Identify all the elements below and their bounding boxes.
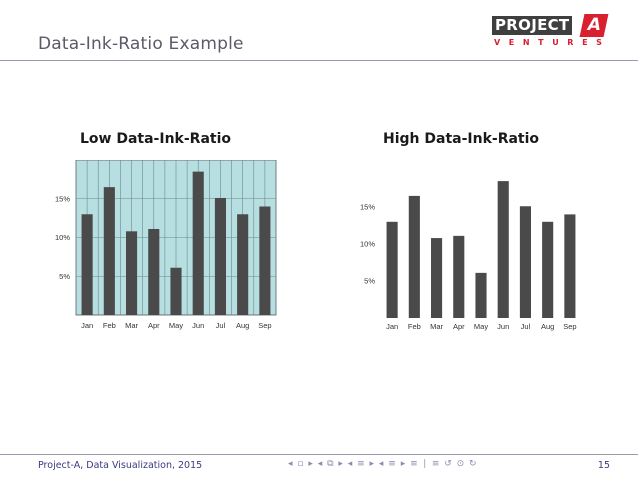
x-tick-label: Feb (408, 322, 421, 331)
bar-may (475, 272, 487, 318)
bar-jan (386, 221, 398, 318)
y-tick-label: 15% (55, 194, 70, 203)
high-ratio-chart-title: High Data-Ink-Ratio (383, 131, 540, 147)
x-tick-label: Jul (521, 322, 531, 331)
x-tick-label: Apr (453, 322, 465, 331)
low-ratio-chart-title: Low Data-Ink-Ratio (80, 131, 231, 147)
beamer-navigation-icons[interactable]: ◂ ▫ ▸ ◂ ⧉ ▸ ◂ ≡ ▸ ◂ ≡ ▸ ≡ ∣ ≡ ↺ ⊙ ↻ (288, 459, 478, 469)
bar-mar (126, 231, 138, 315)
x-tick-label: Jul (216, 321, 226, 330)
x-tick-label: Jun (497, 322, 509, 331)
slide-title: Data-Ink-Ratio Example (38, 34, 244, 54)
y-tick-label: 15% (360, 203, 375, 212)
footer-text: Project-A, Data Visualization, 2015 (38, 460, 203, 471)
high-data-ink-ratio-chart: Jan Feb Mar Apr May Jun Jul Aug Sep 5% 10% 15% (360, 181, 577, 331)
x-tick-label: Mar (430, 322, 443, 331)
x-tick-label: Jan (386, 322, 398, 331)
bar-jun (497, 181, 509, 318)
logo-letter: A (579, 14, 609, 37)
bar-feb (103, 187, 115, 315)
bar-sep (564, 214, 576, 318)
y-tick-label: 10% (360, 240, 375, 249)
x-tick-label: Sep (258, 321, 271, 330)
x-tick-label: May (169, 321, 183, 330)
bar-may (170, 267, 182, 315)
bar-aug (542, 221, 554, 318)
project-a-ventures-logo: PROJECT A VENTURES (490, 14, 611, 50)
bar-aug (237, 214, 249, 315)
title-divider (0, 60, 638, 61)
x-tick-label: Apr (148, 321, 160, 330)
bar-feb (408, 195, 420, 318)
x-tick-label: Jan (81, 321, 93, 330)
x-tick-label: Sep (563, 322, 576, 331)
y-tick-label: 5% (59, 272, 70, 281)
bar-jun (192, 171, 204, 315)
logo-subtitle: VENTURES (494, 38, 611, 47)
x-tick-label: Jun (192, 321, 204, 330)
bar-apr (453, 235, 465, 318)
footer-divider (0, 454, 638, 455)
bar-jul (519, 206, 531, 318)
x-tick-label: Mar (125, 321, 138, 330)
x-tick-label: Aug (541, 322, 554, 331)
bar-jan (81, 214, 93, 315)
low-data-ink-ratio-chart: Jan Feb Mar Apr May Jun Jul Aug Sep 5% 10% 15% (55, 160, 277, 330)
x-tick-label: May (474, 322, 488, 331)
bar-sep (259, 206, 271, 315)
bar-jul (214, 197, 226, 315)
y-tick-label: 10% (55, 233, 70, 242)
y-tick-label: 5% (364, 277, 375, 286)
bar-mar (431, 238, 443, 318)
page-number: 15 (597, 460, 610, 471)
x-tick-label: Aug (236, 321, 249, 330)
bar-apr (148, 228, 160, 315)
logo-word: PROJECT (492, 16, 573, 35)
x-tick-label: Feb (103, 321, 116, 330)
